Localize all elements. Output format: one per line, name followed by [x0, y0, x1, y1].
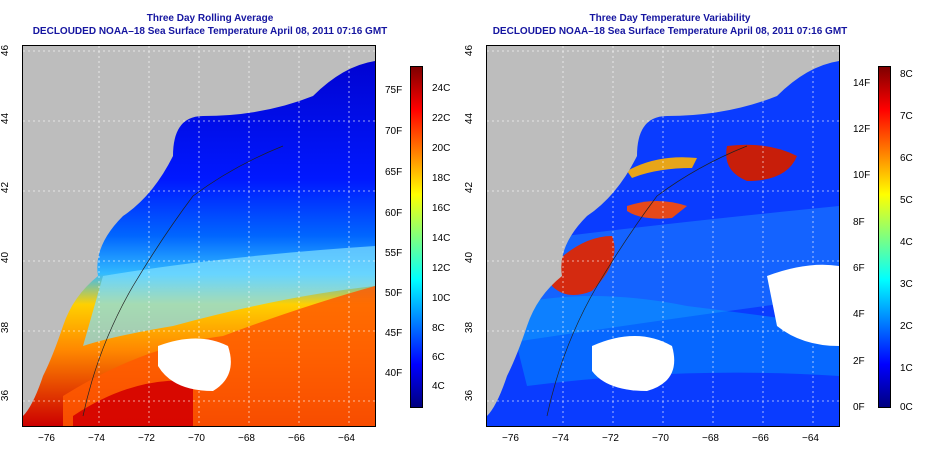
x-tick: −64: [338, 433, 355, 444]
colorbar-label: 60F: [385, 208, 403, 219]
colorbar-label: 6F: [853, 263, 865, 274]
right-colorbar: [878, 66, 891, 408]
left-map-plot[interactable]: [22, 45, 376, 427]
colorbar-label: 0C: [900, 402, 913, 413]
x-tick: −68: [238, 433, 255, 444]
y-tick: 44: [0, 112, 12, 125]
right-map-title: Three Day Temperature Variability: [589, 13, 751, 24]
colorbar-label: 12C: [432, 263, 451, 274]
colorbar-label: 0F: [853, 402, 865, 413]
colorbar-label: 4F: [853, 309, 865, 320]
x-tick: −76: [38, 433, 55, 444]
colorbar-label: 2C: [900, 321, 913, 332]
land-mass: [487, 46, 839, 416]
x-tick: −66: [752, 433, 769, 444]
left-map-title: Three Day Rolling Average: [146, 13, 274, 24]
colorbar-label: 7C: [900, 111, 913, 122]
colorbar-label: 5C: [900, 195, 913, 206]
colorbar-label: 14F: [853, 78, 871, 89]
colorbar-label: 8F: [853, 217, 865, 228]
colorbar-label: 18C: [432, 173, 451, 184]
colorbar-label: 16C: [432, 203, 451, 214]
x-tick: −76: [502, 433, 519, 444]
x-tick: −74: [88, 433, 105, 444]
colorbar-label: 1C: [900, 363, 913, 374]
colorbar-label: 20C: [432, 143, 451, 154]
colorbar-label: 70F: [385, 126, 403, 137]
colorbar-label: 50F: [385, 288, 403, 299]
y-tick: 36: [464, 389, 476, 402]
y-tick: 46: [464, 44, 476, 57]
colorbar-label: 14C: [432, 233, 451, 244]
x-tick: −68: [702, 433, 719, 444]
colorbar-label: 45F: [385, 328, 403, 339]
cloud-gap: [158, 338, 231, 391]
y-tick: 42: [0, 181, 12, 194]
colorbar-label: 12F: [853, 124, 871, 135]
variability-hotspot: [726, 144, 797, 181]
y-tick: 42: [464, 181, 476, 194]
variability-hotspot: [552, 236, 615, 295]
y-tick: 46: [0, 44, 12, 57]
colorbar-label: 8C: [432, 323, 445, 334]
y-tick: 38: [0, 321, 12, 334]
cloud-gap: [592, 336, 675, 391]
colorbar-label: 22C: [432, 113, 451, 124]
colorbar-label: 55F: [385, 248, 403, 259]
x-tick: −74: [552, 433, 569, 444]
gulf-stream-core: [73, 380, 193, 426]
cloud-gap: [767, 264, 839, 346]
x-tick: −66: [288, 433, 305, 444]
x-tick: −64: [802, 433, 819, 444]
x-tick: −72: [138, 433, 155, 444]
x-tick: −70: [188, 433, 205, 444]
colorbar-label: 2F: [853, 356, 865, 367]
slope-water: [83, 246, 375, 346]
x-tick: −72: [602, 433, 619, 444]
y-tick: 38: [464, 321, 476, 334]
y-tick: 40: [0, 251, 12, 264]
right-map-subtitle: DECLOUDED NOAA–18 Sea Surface Temperatur…: [492, 26, 848, 37]
colorbar-label: 6C: [900, 153, 913, 164]
x-tick: −70: [652, 433, 669, 444]
colorbar-label: 6C: [432, 352, 445, 363]
left-map-subtitle: DECLOUDED NOAA–18 Sea Surface Temperatur…: [32, 26, 388, 37]
colorbar-label: 75F: [385, 85, 403, 96]
y-tick: 40: [464, 251, 476, 264]
left-colorbar: [410, 66, 423, 408]
colorbar-label: 65F: [385, 167, 403, 178]
right-map-plot[interactable]: [486, 45, 840, 427]
colorbar-label: 8C: [900, 69, 913, 80]
y-tick: 36: [0, 389, 12, 402]
colorbar-label: 10F: [853, 170, 871, 181]
land-mass: [23, 46, 375, 416]
colorbar-label: 10C: [432, 293, 451, 304]
y-tick: 44: [464, 112, 476, 125]
colorbar-label: 3C: [900, 279, 913, 290]
colorbar-label: 24C: [432, 83, 451, 94]
colorbar-label: 4C: [432, 381, 445, 392]
colorbar-label: 40F: [385, 368, 403, 379]
colorbar-label: 4C: [900, 237, 913, 248]
